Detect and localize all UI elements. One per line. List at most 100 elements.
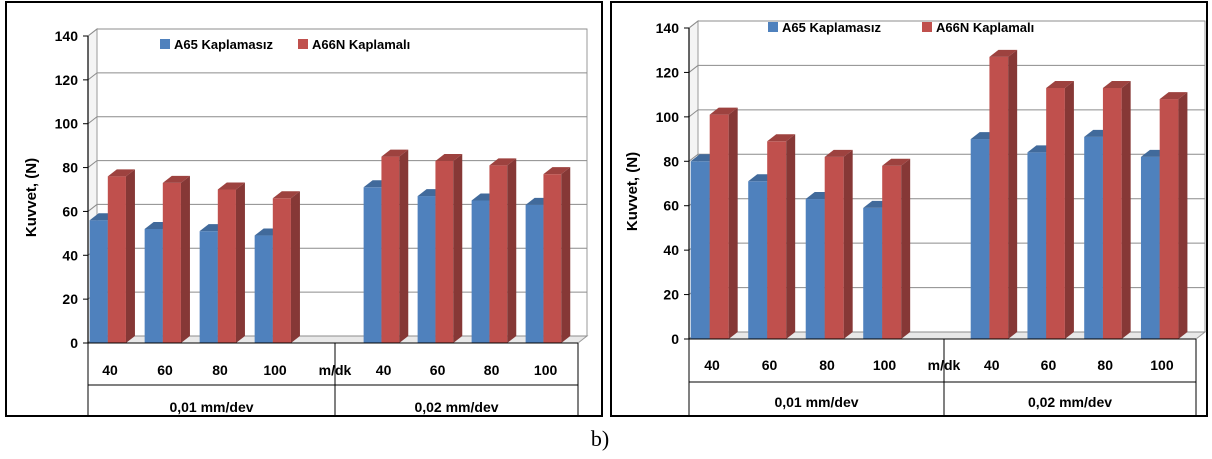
bar-top (1102, 80, 1131, 88)
bar-top (1159, 92, 1188, 100)
legend-label: A66N Kaplamalı (936, 20, 1034, 35)
bar-front (254, 235, 273, 343)
legend-label: A65 Kaplamasız (782, 20, 881, 35)
bar (1102, 80, 1131, 339)
x-tick-label: 60 (430, 362, 446, 378)
bar-front (107, 176, 126, 343)
group-label: 0,01 mm/dev (774, 394, 858, 410)
bar-front (525, 204, 544, 343)
bar-front (435, 160, 454, 343)
bar-side (1008, 49, 1018, 339)
y-tick-label: 140 (55, 28, 79, 44)
bar-top (989, 49, 1018, 57)
legend-label: A66N Kaplamalı (312, 37, 410, 52)
bar (217, 182, 245, 343)
y-tick-label: 60 (663, 198, 679, 214)
bar-front (1140, 156, 1160, 339)
y-tick-label: 80 (62, 160, 78, 176)
bar-top (489, 158, 517, 166)
x-tick-label: 80 (484, 362, 500, 378)
gridline (688, 20, 1205, 29)
bar-front (144, 228, 163, 343)
bar-top (107, 169, 135, 177)
bar-front (882, 165, 902, 339)
bar-front (543, 174, 562, 343)
bar-front (690, 161, 710, 339)
bar-side (1178, 92, 1188, 339)
bar-front (1084, 136, 1103, 339)
group-label: 0,01 mm/dev (169, 399, 253, 415)
y-axis-title: Kuvvet, (N) (23, 158, 40, 237)
bar (489, 158, 517, 343)
bar-front (767, 141, 787, 339)
y-tick-label: 100 (656, 109, 680, 125)
x-tick-label: 40 (376, 362, 392, 378)
gridline (87, 116, 587, 125)
y-tick-label: 140 (656, 20, 680, 36)
x-tick-label: 80 (819, 357, 835, 373)
legend-swatch (160, 39, 170, 49)
unit-label: m/dk (928, 357, 961, 373)
bar-top (1046, 80, 1074, 88)
group-label: 0,02 mm/dev (414, 399, 498, 415)
legend-label: A65 Kaplamasız (174, 37, 273, 52)
y-tick-label: 80 (663, 153, 679, 169)
bar-side (453, 153, 463, 343)
bar-side (843, 149, 853, 339)
x-tick-label: 40 (102, 362, 118, 378)
bar-top (217, 182, 245, 190)
y-tick-label: 20 (62, 291, 78, 307)
bar (543, 167, 571, 343)
bar (767, 134, 796, 339)
bar (435, 153, 463, 343)
unit-label: m/dk (319, 362, 352, 378)
bar-front (272, 198, 291, 343)
bar-side (786, 134, 796, 339)
legend-swatch (922, 22, 932, 32)
bar-front (989, 56, 1009, 339)
bar-top (824, 149, 853, 157)
bar-side (728, 107, 738, 339)
group-label: 0,02 mm/dev (1028, 394, 1112, 410)
y-tick-label: 120 (55, 72, 79, 88)
bar (1159, 92, 1188, 339)
bar-side (125, 169, 135, 343)
bar-side (901, 158, 911, 339)
bar-side (1121, 80, 1131, 339)
bar-front (970, 139, 990, 339)
bar (272, 191, 300, 343)
bar-front (1027, 152, 1047, 339)
bar-side (180, 175, 190, 343)
y-tick-label: 0 (671, 331, 679, 347)
bar-top (272, 191, 300, 199)
y-tick-label: 40 (62, 247, 78, 263)
bar-front (1046, 87, 1065, 339)
bar (989, 49, 1018, 339)
bar-side (561, 167, 571, 343)
y-tick-label: 60 (62, 203, 78, 219)
bar (882, 158, 911, 339)
bar-front (471, 200, 490, 343)
bar-front (162, 182, 181, 343)
bar (162, 175, 190, 343)
bar-top (543, 167, 571, 175)
gridline (87, 28, 587, 37)
x-tick-label: 100 (263, 362, 287, 378)
x-tick-label: 80 (1097, 357, 1113, 373)
bar-top (709, 107, 738, 115)
bar-front (824, 156, 844, 339)
bar-front (489, 165, 508, 343)
y-tick-label: 20 (663, 287, 679, 303)
gridline (87, 160, 587, 168)
x-tick-label: 60 (157, 362, 173, 378)
y-tick-label: 120 (656, 64, 680, 80)
x-tick-label: 40 (704, 357, 720, 373)
bar-side (399, 149, 409, 343)
bar-top (882, 158, 911, 166)
x-tick-label: 40 (984, 357, 1000, 373)
bar (709, 107, 738, 339)
bar-front (748, 181, 768, 339)
bar-front (381, 156, 400, 343)
gridline (87, 72, 587, 81)
